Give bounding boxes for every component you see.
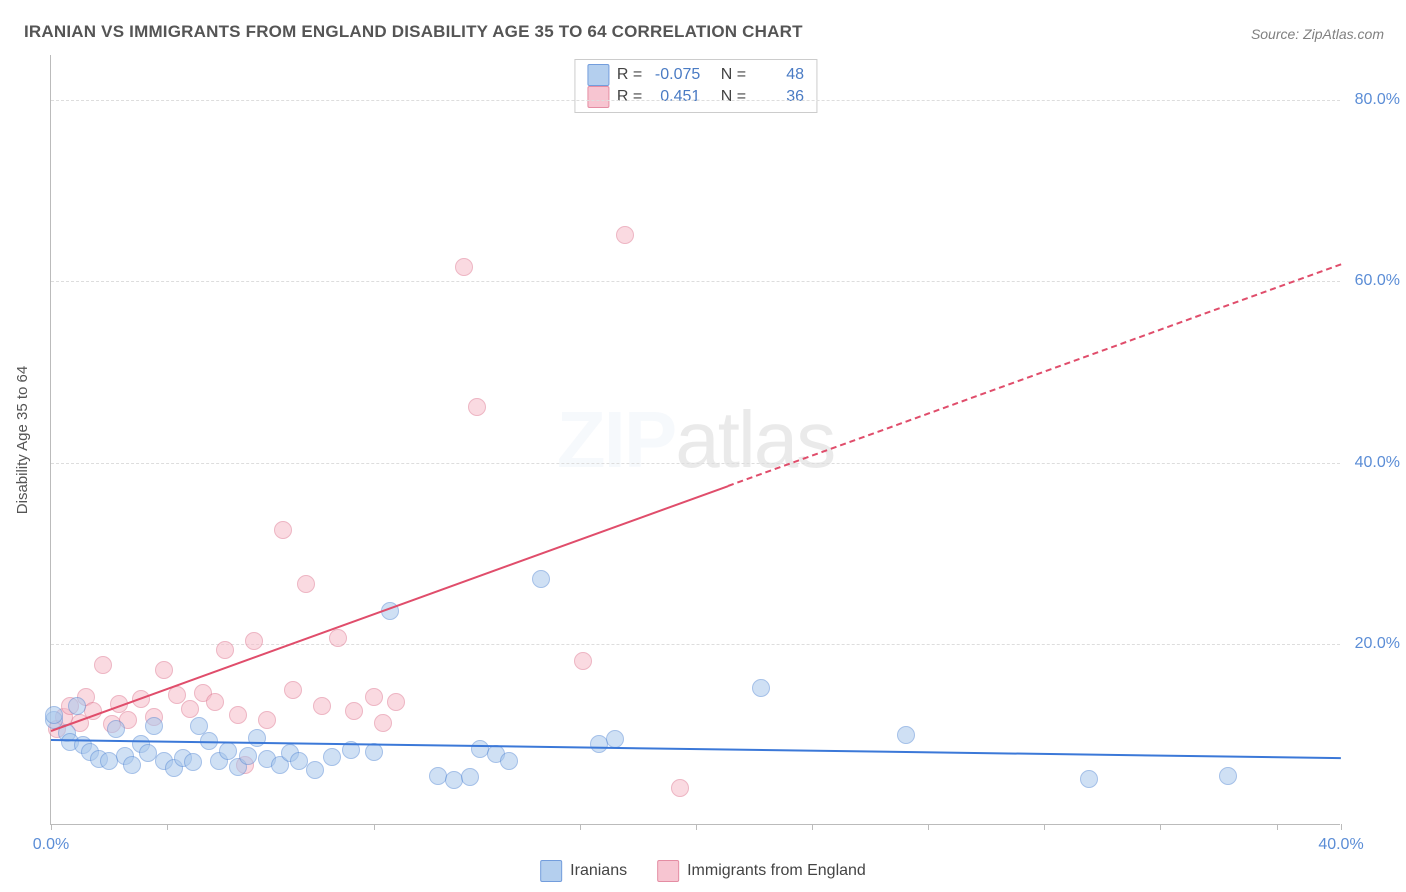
point-england xyxy=(374,714,392,732)
y-axis-label: Disability Age 35 to 64 xyxy=(14,366,31,514)
point-iranians xyxy=(306,761,324,779)
point-england xyxy=(365,688,383,706)
swatch-iranians xyxy=(587,64,609,86)
point-iranians xyxy=(184,753,202,771)
r-val-iranians: -0.075 xyxy=(650,66,700,84)
point-england xyxy=(284,681,302,699)
point-iranians xyxy=(219,742,237,760)
point-england xyxy=(616,226,634,244)
r-val-england: 0.451 xyxy=(650,88,700,106)
point-england xyxy=(94,656,112,674)
swatch-iranians-2 xyxy=(540,860,562,882)
point-iranians xyxy=(752,679,770,697)
y-tick-label: 60.0% xyxy=(1345,272,1400,290)
point-iranians xyxy=(461,768,479,786)
n-label-2: N = xyxy=(721,88,746,106)
x-tick xyxy=(928,824,929,830)
n-val-england: 36 xyxy=(754,88,804,106)
point-england xyxy=(206,693,224,711)
y-tick-label: 20.0% xyxy=(1345,635,1400,653)
bottom-legend: Iranians Immigrants from England xyxy=(540,860,866,882)
point-england xyxy=(216,641,234,659)
point-iranians xyxy=(290,752,308,770)
point-iranians xyxy=(45,706,63,724)
chart-title: IRANIAN VS IMMIGRANTS FROM ENGLAND DISAB… xyxy=(24,22,803,42)
point-iranians xyxy=(500,752,518,770)
point-iranians xyxy=(68,697,86,715)
swatch-england-2 xyxy=(657,860,679,882)
x-tick xyxy=(1160,824,1161,830)
legend-item-iranians: Iranians xyxy=(540,860,627,882)
gridline xyxy=(51,644,1340,645)
stats-row-iranians: R = -0.075 N = 48 xyxy=(587,64,804,86)
point-iranians xyxy=(248,729,266,747)
x-tick xyxy=(812,824,813,830)
point-england xyxy=(387,693,405,711)
y-tick-label: 40.0% xyxy=(1345,454,1400,472)
watermark-light: atlas xyxy=(675,395,834,484)
r-label: R = xyxy=(617,66,642,84)
point-iranians xyxy=(897,726,915,744)
swatch-england xyxy=(587,86,609,108)
x-tick xyxy=(167,824,168,830)
point-england xyxy=(468,398,486,416)
gridline xyxy=(51,100,1340,101)
stats-legend: R = -0.075 N = 48 R = 0.451 N = 36 xyxy=(574,59,817,113)
point-england xyxy=(297,575,315,593)
y-tick-label: 80.0% xyxy=(1345,91,1400,109)
point-iranians xyxy=(107,720,125,738)
gridline xyxy=(51,281,1340,282)
point-iranians xyxy=(1219,767,1237,785)
x-tick xyxy=(1341,824,1342,830)
point-england xyxy=(671,779,689,797)
point-iranians xyxy=(239,747,257,765)
x-tick xyxy=(374,824,375,830)
x-tick-label: 0.0% xyxy=(33,836,69,854)
x-tick xyxy=(1277,824,1278,830)
point-iranians xyxy=(532,570,550,588)
point-iranians xyxy=(323,748,341,766)
trend-line xyxy=(728,263,1341,486)
point-england xyxy=(455,258,473,276)
point-england xyxy=(258,711,276,729)
x-tick xyxy=(696,824,697,830)
x-tick xyxy=(51,824,52,830)
legend-label-england: Immigrants from England xyxy=(687,862,866,880)
point-england xyxy=(155,661,173,679)
stats-row-england: R = 0.451 N = 36 xyxy=(587,86,804,108)
x-tick xyxy=(1044,824,1045,830)
x-tick xyxy=(580,824,581,830)
point-england xyxy=(274,521,292,539)
point-iranians xyxy=(123,756,141,774)
point-england xyxy=(181,700,199,718)
source-label: Source: ZipAtlas.com xyxy=(1251,26,1384,42)
watermark: ZIPatlas xyxy=(557,394,834,486)
point-england xyxy=(345,702,363,720)
plot-area: ZIPatlas R = -0.075 N = 48 R = 0.451 N =… xyxy=(50,55,1340,825)
point-iranians xyxy=(606,730,624,748)
n-label: N = xyxy=(721,66,746,84)
point-england xyxy=(329,629,347,647)
point-iranians xyxy=(429,767,447,785)
point-england xyxy=(574,652,592,670)
point-england xyxy=(245,632,263,650)
n-val-iranians: 48 xyxy=(754,66,804,84)
point-england xyxy=(229,706,247,724)
point-england xyxy=(313,697,331,715)
watermark-bold: ZIP xyxy=(557,395,675,484)
gridline xyxy=(51,463,1340,464)
point-iranians xyxy=(145,717,163,735)
legend-item-england: Immigrants from England xyxy=(657,860,866,882)
x-tick-label: 40.0% xyxy=(1318,836,1363,854)
r-label-2: R = xyxy=(617,88,642,106)
point-iranians xyxy=(1080,770,1098,788)
legend-label-iranians: Iranians xyxy=(570,862,627,880)
point-iranians xyxy=(445,771,463,789)
